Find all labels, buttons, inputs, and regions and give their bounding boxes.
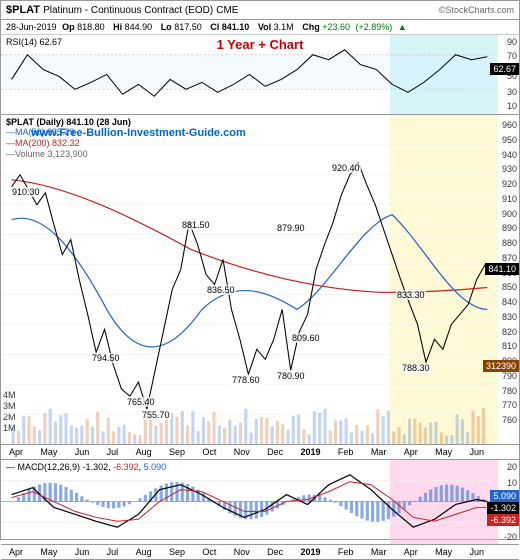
price-annotation: 881.50 — [181, 220, 211, 230]
x-tick: Oct — [202, 547, 216, 557]
x-tick: Aug — [136, 447, 152, 457]
volume-label: Vol 3.1M — [258, 22, 297, 32]
x-tick: May — [40, 547, 57, 557]
rsi-last-value: 62.67 — [490, 63, 519, 75]
exchange: CME — [216, 5, 238, 16]
price-svg — [1, 115, 519, 444]
ohlc-row: 28-Jun-2019 Op 818.80 Hi 844.90 Lo 817.5… — [1, 20, 519, 35]
x-tick: Feb — [338, 547, 354, 557]
vol-legend: —Volume 3,123,900 — [6, 149, 88, 160]
x-axis-top: Apr May Jun Jul Aug Sep Oct Nov Dec 2019 Feb Mar Apr… — [1, 445, 519, 460]
x-tick: May — [435, 547, 452, 557]
price-annotation: 755.70 — [141, 410, 171, 420]
x-tick: May — [435, 447, 452, 457]
high-label: Hi 844.90 — [113, 22, 155, 32]
x-tick: Aug — [136, 547, 152, 557]
x-tick: Jun — [75, 547, 90, 557]
x-tick: Jul — [107, 447, 119, 457]
open-label: Op 818.80 — [62, 22, 108, 32]
watermark: www.Free-Bullion-Investment-Guide.com — [31, 127, 246, 139]
x-tick: Sep — [169, 447, 185, 457]
ticker-symbol: $PLAT — [6, 4, 40, 16]
x-tick: Dec — [267, 447, 283, 457]
price-annotation: 910.30 — [11, 187, 41, 197]
price-last-value: 841.10 — [485, 263, 519, 275]
x-tick: Mar — [371, 447, 387, 457]
x-tick: Sep — [169, 547, 185, 557]
x-tick: Jun — [469, 547, 484, 557]
x-tick: Jun — [469, 447, 484, 457]
x-tick: Apr — [9, 447, 23, 457]
price-label: $PLAT (Daily) 841.10 (28 Jun) — [6, 117, 131, 127]
x-tick: Jun — [75, 447, 90, 457]
price-annotation: 780.90 — [276, 371, 306, 381]
chart-header: $PLAT Platinum - Continuous Contract (EO… — [1, 1, 519, 20]
price-annotation: 836.50 — [206, 285, 236, 295]
price-annotation: 879.90 — [276, 223, 306, 233]
x-tick: 2019 — [301, 447, 321, 457]
x-tick: Dec — [267, 547, 283, 557]
price-annotation: 809.60 — [291, 333, 321, 343]
price-annotation: 833.30 — [396, 290, 426, 300]
rsi-panel: RSI(14) 62.67 1 Year + Chart 62.67 90 70… — [1, 35, 519, 115]
x-tick: Oct — [202, 447, 216, 457]
close-label: Cl 841.10 — [210, 22, 252, 32]
ma200-legend: —MA(200) 832.32 — [6, 138, 88, 149]
x-axis-bottom: Apr May Jun Jul Aug Sep Oct Nov Dec 2019 Feb Mar Apr… — [1, 545, 519, 560]
price-annotation: 788.30 — [401, 363, 431, 373]
symbol-title: $PLAT Platinum - Continuous Contract (EO… — [6, 4, 238, 16]
price-annotation: 778.60 — [231, 375, 261, 385]
price-annotation: 765.40 — [126, 397, 156, 407]
rsi-label: RSI(14) 62.67 — [6, 37, 62, 47]
x-tick: May — [40, 447, 57, 457]
price-annotation: 920.40 — [331, 163, 361, 173]
x-tick: Apr — [404, 547, 418, 557]
price-annotation: 794.50 — [91, 353, 121, 363]
chart-title: 1 Year + Chart — [217, 37, 304, 52]
x-tick: Feb — [338, 447, 354, 457]
instrument-name: Platinum - Continuous Contract (EOD) — [43, 5, 213, 16]
source-attribution: ©StockCharts.com — [439, 5, 514, 15]
x-tick: Mar — [371, 547, 387, 557]
signal-last: -6.392 — [487, 514, 519, 526]
date: 28-Jun-2019 — [6, 22, 57, 32]
macd-last: -1.302 — [487, 502, 519, 514]
price-panel: $PLAT (Daily) 841.10 (28 Jun) —MA(50) 83… — [1, 115, 519, 445]
x-tick: Nov — [234, 447, 250, 457]
macd-svg — [1, 460, 519, 544]
low-label: Lo 817.50 — [161, 22, 205, 32]
x-tick: 2019 — [301, 547, 321, 557]
x-tick: Apr — [9, 547, 23, 557]
macd-label: — MACD(12,26,9) -1.302, -6.392, 5.090 — [6, 462, 166, 472]
vol-last-value: 312390 — [483, 360, 519, 372]
x-tick: Nov — [234, 547, 250, 557]
macd-panel: — MACD(12,26,9) -1.302, -6.392, 5.090 5.… — [1, 460, 519, 545]
change-label: Chg +23.60 (+2.89%) ▲ — [302, 22, 410, 32]
macd-hist-last: 5.090 — [490, 490, 519, 502]
x-tick: Jul — [107, 547, 119, 557]
stock-chart: $PLAT Platinum - Continuous Contract (EO… — [0, 0, 520, 540]
x-tick: Apr — [404, 447, 418, 457]
